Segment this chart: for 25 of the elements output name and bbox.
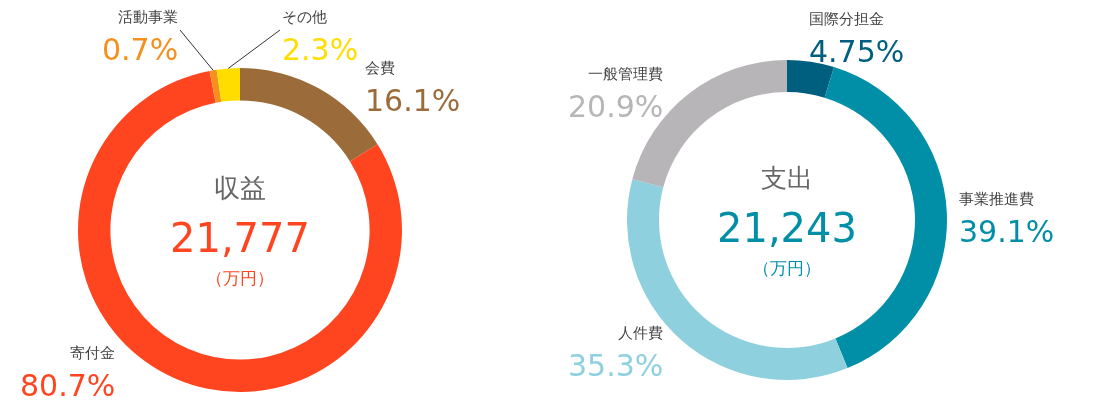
text: 21,243	[717, 205, 857, 251]
text: 収益	[214, 173, 266, 204]
donut-slice	[787, 60, 835, 98]
slice-label: 事業推進費	[959, 190, 1034, 208]
donut-slice	[209, 69, 222, 103]
slice-label: 人件費	[618, 324, 663, 342]
text: （万円）	[206, 268, 274, 288]
slice-label: 寄付金	[70, 344, 115, 362]
data-label: 20.9%	[568, 89, 664, 124]
text: 支出	[761, 163, 813, 194]
slice-label: 一般管理費	[588, 65, 663, 83]
text: （万円）	[753, 258, 821, 278]
text: 21,777	[170, 215, 310, 261]
data-label: 39.1%	[959, 214, 1055, 249]
data-label: 16.1%	[365, 83, 461, 118]
data-label: 35.3%	[568, 348, 664, 383]
data-label: 80.7%	[20, 368, 116, 403]
data-label: 4.75%	[809, 34, 905, 69]
donut-slice	[216, 68, 240, 102]
data-label: 0.7%	[102, 32, 179, 67]
slice-label: 国際分担金	[809, 10, 884, 28]
data-label: 2.3%	[282, 32, 359, 67]
slice-label: その他	[282, 8, 327, 26]
slice-label: 活動事業	[118, 8, 178, 26]
slice-label: 会費	[365, 59, 395, 77]
